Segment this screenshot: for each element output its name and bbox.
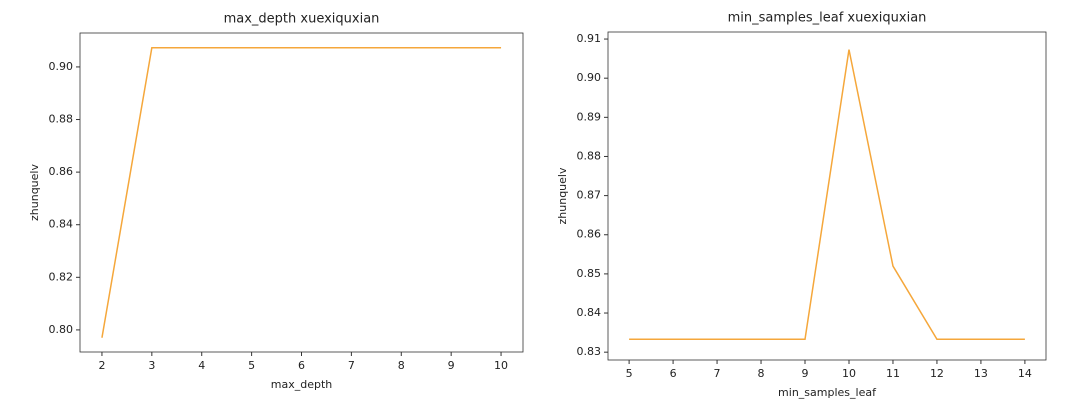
- y-tick-label: 0.80: [49, 323, 74, 336]
- y-tick-label: 0.83: [577, 345, 602, 358]
- x-axis-label: min_samples_leaf: [778, 386, 877, 399]
- x-tick-label: 10: [842, 367, 856, 380]
- y-tick-label: 0.88: [577, 149, 602, 162]
- y-axis-label: zhunquelv: [556, 167, 569, 224]
- x-tick-label: 6: [298, 359, 305, 372]
- y-tick-label: 0.86: [577, 228, 602, 241]
- y-tick-label: 0.90: [577, 71, 602, 84]
- y-tick-label: 0.82: [49, 270, 74, 283]
- line: [629, 49, 1025, 341]
- x-tick-label: 8: [398, 359, 405, 372]
- x-tick-label: 7: [714, 367, 721, 380]
- y-tick-label: 0.89: [577, 110, 602, 123]
- x-tick-label: 4: [198, 359, 205, 372]
- y-tick-label: 0.84: [49, 218, 74, 231]
- line: [101, 46, 502, 338]
- x-tick-label: 7: [348, 359, 355, 372]
- chart-title: max_depth xuexiquxian: [224, 12, 380, 27]
- x-tick-label: 13: [974, 367, 988, 380]
- x-tick-label: 9: [448, 359, 455, 372]
- x-axis-label: max_depth: [271, 378, 333, 391]
- y-tick-label: 0.84: [577, 306, 602, 319]
- plot-frame: [79, 32, 524, 353]
- x-tick-label: 3: [148, 359, 155, 372]
- x-tick-label: 5: [626, 367, 633, 380]
- y-tick-label: 0.86: [49, 165, 74, 178]
- y-tick-label: 0.88: [49, 113, 74, 126]
- x-tick-label: 5: [248, 359, 255, 372]
- y-axis-label: zhunquelv: [28, 164, 41, 221]
- y-tick-label: 0.85: [577, 267, 602, 280]
- x-tick-label: 9: [802, 367, 809, 380]
- y-tick-label: 0.90: [49, 60, 74, 73]
- y-tick-label: 0.87: [577, 189, 602, 202]
- x-tick-label: 8: [758, 367, 765, 380]
- x-tick-label: 2: [98, 359, 105, 372]
- x-tick-label: 10: [494, 359, 508, 372]
- plot-frame: [607, 31, 1047, 361]
- x-tick-label: 11: [886, 367, 900, 380]
- x-tick-label: 14: [1018, 367, 1032, 380]
- x-tick-label: 6: [670, 367, 677, 380]
- chart-title: min_samples_leaf xuexiquxian: [728, 11, 927, 26]
- x-tick-label: 12: [930, 367, 944, 380]
- y-tick-label: 0.91: [577, 32, 602, 45]
